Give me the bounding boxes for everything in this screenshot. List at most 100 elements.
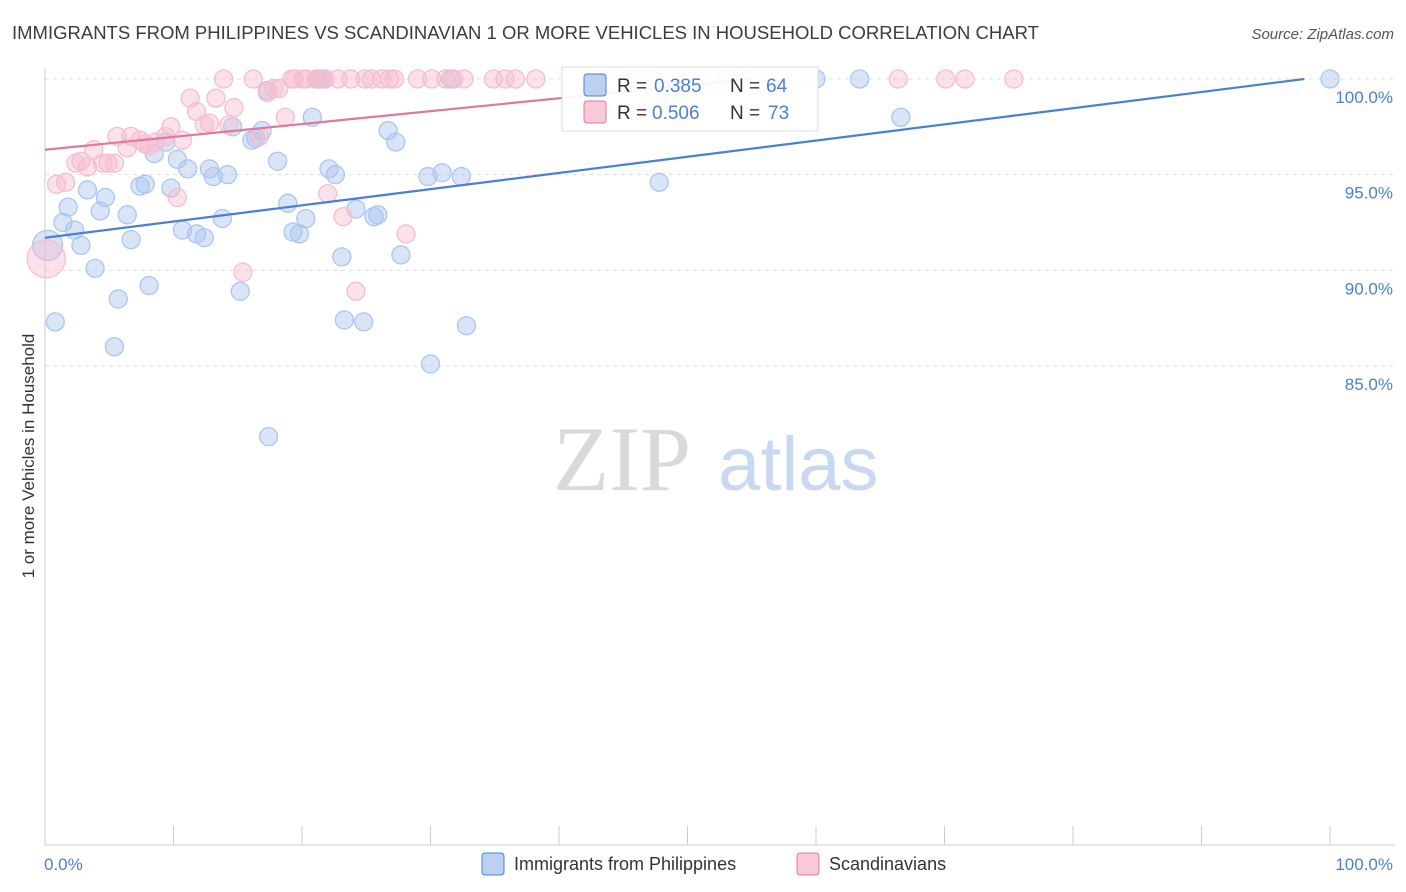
data-point [95, 187, 116, 208]
y-tick-labels: 100.0% 95.0% 90.0% 85.0% [1335, 88, 1393, 394]
data-point [219, 115, 239, 135]
data-point [98, 153, 118, 173]
data-point [379, 69, 400, 89]
stats-r-value-philippines: 0.385 [654, 76, 702, 97]
data-point [526, 69, 546, 89]
data-point [26, 239, 66, 279]
stats-n-value-philippines: 64 [766, 76, 788, 97]
data-point [224, 98, 244, 118]
data-point [891, 107, 911, 127]
data-point [104, 337, 125, 357]
data-point [456, 316, 477, 336]
stats-r-value-scandinavians: 0.506 [652, 103, 700, 124]
data-point [172, 130, 193, 150]
data-point [355, 69, 375, 89]
data-point [407, 69, 428, 89]
data-point [418, 166, 438, 187]
data-point [135, 174, 155, 194]
data-point [296, 69, 316, 89]
data-point [341, 69, 361, 89]
data-point [451, 166, 471, 187]
data-point [249, 126, 270, 147]
stats-n-label-scandinavians: N = [730, 103, 760, 124]
y-tick-label-2: 90.0% [1345, 279, 1393, 298]
data-point [77, 157, 98, 177]
data-point [161, 178, 181, 198]
legend-label-scandinavians: Scandinavians [829, 854, 946, 874]
watermark-zip: ZIP [553, 408, 691, 510]
zipatlas-watermark: ZIP atlas [553, 408, 879, 510]
data-point [177, 159, 198, 179]
data-point [936, 69, 956, 89]
axes [44, 68, 1395, 846]
series-philippines-points [31, 69, 1340, 447]
x-tick-label-1: 100.0% [1335, 855, 1393, 874]
y-tick-label-0: 100.0% [1335, 88, 1393, 107]
data-point [121, 229, 141, 250]
data-point [203, 166, 223, 187]
data-point [432, 163, 452, 183]
stats-n-label-philippines: N = [730, 76, 760, 97]
trend-line-philippines [44, 77, 1305, 239]
data-point [108, 289, 128, 309]
data-point [104, 153, 125, 173]
data-point [85, 258, 105, 278]
data-point [332, 247, 352, 267]
x-tick-labels: 0.0% 100.0% [44, 855, 1393, 874]
y-axis-label: 1 or more Vehicles in Household [19, 334, 38, 579]
data-point [199, 113, 220, 133]
data-point [505, 69, 525, 89]
data-point [955, 69, 975, 89]
data-point [71, 235, 91, 256]
data-point [420, 354, 441, 374]
data-point [213, 69, 234, 89]
data-point [368, 205, 388, 225]
data-point [233, 262, 253, 282]
stats-n-value-scandinavians: 73 [768, 103, 789, 124]
data-point [217, 164, 238, 185]
data-point [269, 78, 289, 99]
stats-r-label-philippines: R = [617, 76, 647, 97]
data-point [396, 224, 416, 244]
data-point [264, 78, 284, 99]
data-point [167, 187, 188, 208]
legend-label-philippines: Immigrants from Philippines [514, 854, 736, 874]
chart-source: Source: ZipAtlas.com [1251, 26, 1394, 43]
data-point [443, 69, 464, 89]
watermark-atlas: atlas [718, 422, 879, 507]
data-point [77, 180, 98, 200]
data-point [1320, 69, 1340, 89]
data-point [391, 245, 411, 265]
data-point [378, 120, 398, 141]
data-point [296, 208, 316, 229]
data-point [495, 69, 515, 89]
data-point [206, 88, 226, 108]
data-point [888, 69, 908, 89]
data-point [422, 69, 442, 89]
stats-r-label-scandinavians: R = [617, 103, 647, 124]
stats-swatch-scandinavians [583, 100, 607, 124]
chart-title: IMMIGRANTS FROM PHILIPPINES VS SCANDINAV… [12, 22, 1039, 43]
data-point [53, 212, 73, 233]
data-point [117, 205, 137, 225]
y-tick-label-3: 85.0% [1345, 375, 1393, 394]
data-point [334, 310, 355, 330]
data-point [161, 117, 181, 137]
data-point [386, 132, 406, 152]
data-point [850, 69, 870, 89]
data-point [275, 107, 295, 127]
data-point [45, 312, 65, 332]
data-point [139, 275, 159, 296]
data-point [258, 426, 279, 447]
data-point [243, 69, 263, 89]
data-point [278, 193, 298, 213]
data-point [267, 151, 288, 171]
stats-swatch-philippines [583, 73, 607, 97]
y-tick-label-1: 95.0% [1345, 184, 1393, 203]
data-point [1004, 69, 1024, 89]
data-point [325, 164, 346, 185]
bottom-legend: Immigrants from Philippines Scandinavian… [481, 852, 946, 876]
legend-swatch-scandinavians [796, 852, 820, 876]
data-point [230, 281, 250, 301]
